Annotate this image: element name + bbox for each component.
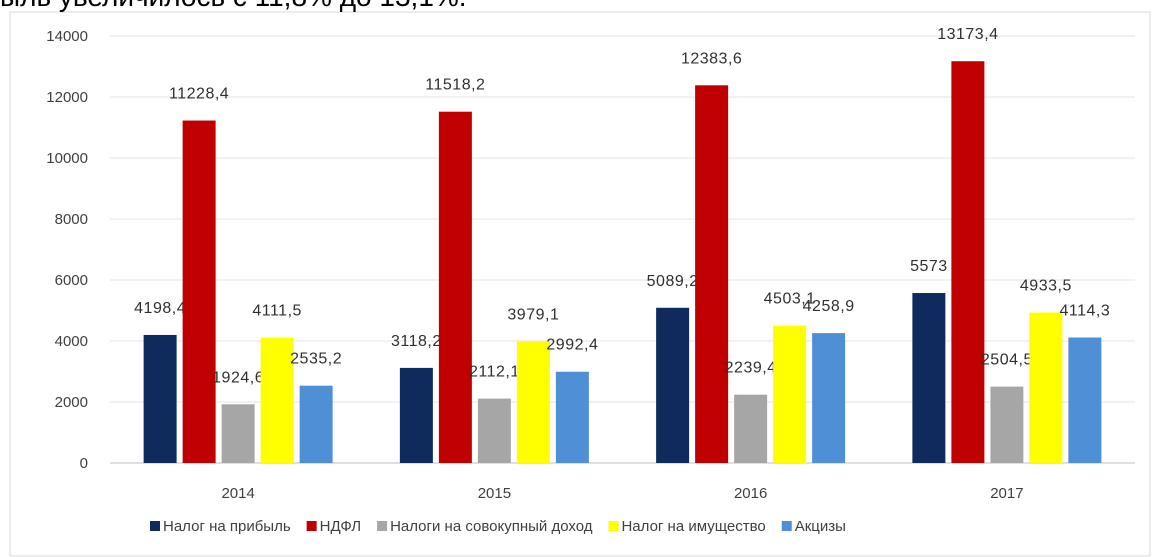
bar	[477, 398, 511, 463]
value-label: 4258,9	[803, 298, 855, 315]
value-label: 12383,6	[681, 50, 742, 67]
bar	[773, 325, 807, 463]
legend-label: Акцизы	[795, 518, 846, 535]
value-label: 2239,4	[725, 360, 777, 377]
legend-label: Налог на прибыль	[163, 518, 291, 535]
value-label: 4111,5	[252, 303, 302, 320]
y-tick-label: 0	[80, 455, 88, 472]
value-label: 2112,1	[469, 364, 520, 381]
bar	[656, 307, 690, 463]
legend-swatch	[150, 521, 160, 531]
value-label: 11228,4	[169, 86, 229, 103]
value-label: 3979,1	[507, 307, 559, 324]
x-tick-label: 2015	[478, 485, 511, 502]
bar	[812, 333, 846, 463]
y-tick-label: 10000	[46, 150, 88, 167]
y-tick-label: 12000	[46, 89, 88, 106]
value-label: 5573	[910, 258, 948, 275]
value-label: 3118,2	[391, 333, 442, 350]
bar	[260, 337, 294, 463]
value-label: 4198,4	[134, 300, 186, 317]
bar	[438, 111, 472, 464]
bar	[951, 61, 985, 463]
y-tick-label: 4000	[55, 333, 88, 350]
bar	[734, 394, 768, 463]
value-label: 4933,5	[1020, 278, 1072, 295]
y-tick-label: 6000	[55, 272, 88, 289]
bar	[399, 367, 433, 463]
value-label: 1924,6	[212, 369, 264, 386]
bar	[990, 386, 1024, 463]
bar	[516, 341, 550, 463]
legend-label: Налоги на совокупный доход	[390, 518, 593, 535]
bar	[143, 334, 177, 463]
y-tick-label: 8000	[55, 211, 88, 228]
bar	[1029, 312, 1063, 463]
bar	[695, 85, 729, 463]
legend-label: Налог на имущество	[621, 518, 765, 535]
bar	[1068, 337, 1102, 463]
y-tick-label: 2000	[55, 394, 88, 411]
bar	[182, 120, 216, 463]
value-label: 2504,5	[981, 352, 1033, 369]
bar	[221, 404, 255, 463]
value-label: 2992,4	[546, 337, 598, 354]
value-label: 11518,2	[425, 77, 485, 94]
x-tick-label: 2016	[734, 485, 767, 502]
legend-swatch	[306, 521, 317, 531]
value-label: 5089,2	[647, 273, 699, 290]
x-tick-label: 2014	[221, 485, 254, 502]
bar	[299, 385, 333, 463]
bar	[555, 371, 589, 463]
value-label: 13173,4	[937, 26, 998, 43]
legend-swatch	[781, 521, 792, 531]
value-label: 4503,1	[764, 291, 816, 308]
cropped-text: ыль увеличилось с 11,8% до 13,1%.	[0, 0, 467, 12]
value-label: 4114,3	[1060, 303, 1111, 320]
legend-swatch	[608, 521, 619, 531]
x-tick-label: 2017	[990, 485, 1023, 502]
y-tick-label: 14000	[46, 28, 88, 45]
value-label: 2535,2	[290, 351, 342, 368]
legend-swatch	[377, 521, 388, 531]
legend-label: НДФЛ	[320, 518, 361, 535]
bar	[912, 293, 946, 463]
